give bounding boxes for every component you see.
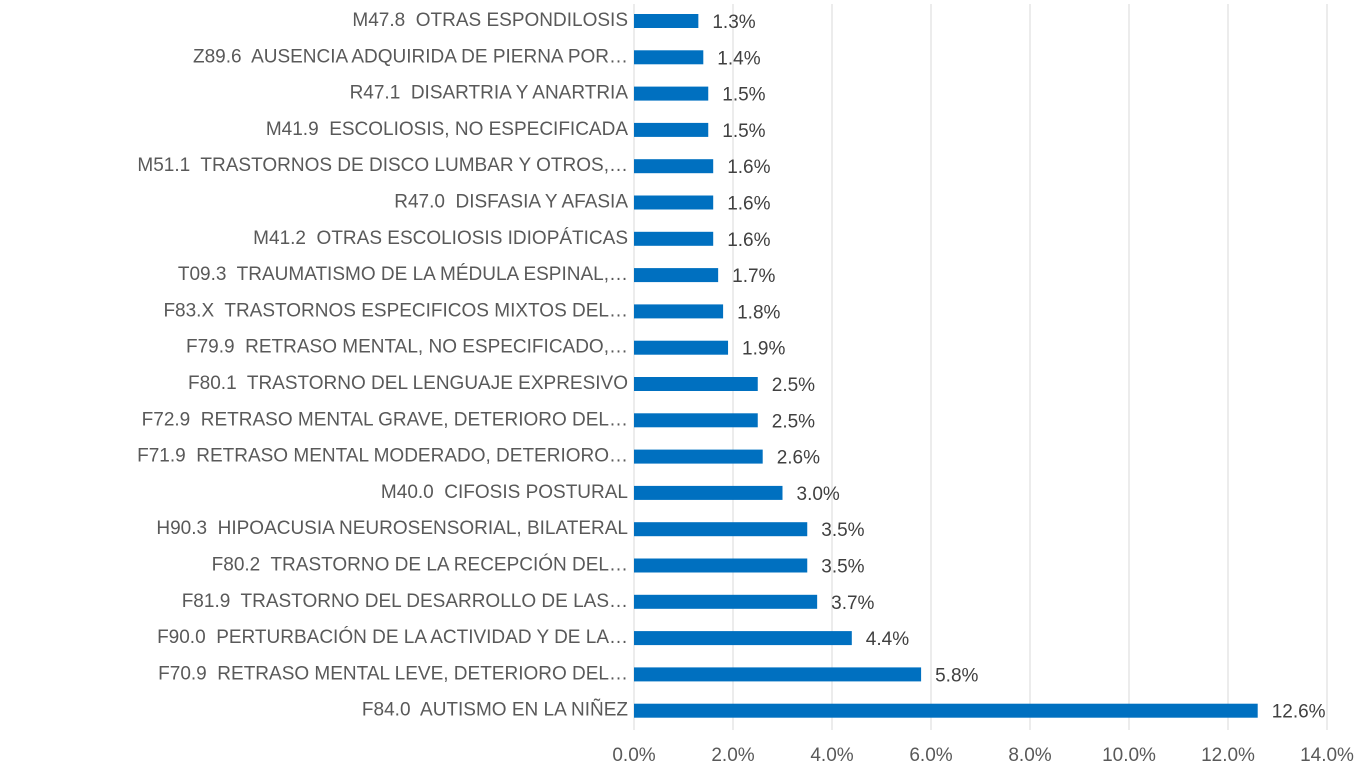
x-tick-label: 2.0% xyxy=(711,745,754,766)
x-tick-label: 10.0% xyxy=(1102,745,1156,766)
data-label: 3.5% xyxy=(821,557,864,578)
y-tick-label: F71.9 RETRASO MENTAL MODERADO, DETERIORO… xyxy=(137,446,628,467)
data-label: 1.3% xyxy=(712,12,755,33)
bar xyxy=(634,485,783,500)
data-label: 1.5% xyxy=(722,85,765,106)
x-tick-label: 6.0% xyxy=(909,745,952,766)
y-tick-label: Z89.6 AUSENCIA ADQUIRIDA DE PIERNA POR… xyxy=(193,46,628,67)
data-label: 1.4% xyxy=(717,48,760,69)
data-label: 1.6% xyxy=(727,230,770,251)
bar xyxy=(634,86,709,101)
bar xyxy=(634,14,699,28)
data-label: 3.7% xyxy=(831,593,874,614)
data-label: 1.9% xyxy=(742,339,785,360)
y-tick-label: T09.3 TRAUMATISMO DE LA MÉDULA ESPINAL,… xyxy=(178,264,628,285)
data-label: 1.6% xyxy=(727,157,770,178)
y-tick-label: M40.0 CIFOSIS POSTURAL xyxy=(381,482,628,503)
y-tick-label: M41.2 OTRAS ESCOLIOSIS IDIOPÁTICAS xyxy=(253,228,628,249)
y-tick-label: F80.1 TRASTORNO DEL LENGUAJE EXPRESIVO xyxy=(188,373,628,394)
data-label: 2.6% xyxy=(777,448,820,469)
y-tick-label: F90.0 PERTURBACIÓN DE LA ACTIVIDAD Y DE … xyxy=(157,626,628,648)
y-tick-label: M41.9 ESCOLIOSIS, NO ESPECIFICADA xyxy=(266,119,628,140)
y-tick-label: H90.3 HIPOACUSIA NEUROSENSORIAL, BILATER… xyxy=(156,518,628,539)
x-tick-label: 12.0% xyxy=(1201,745,1255,766)
y-tick-label: F81.9 TRASTORNO DEL DESARROLLO DE LAS… xyxy=(182,591,628,612)
data-label: 3.0% xyxy=(797,484,840,505)
y-tick-label: F79.9 RETRASO MENTAL, NO ESPECIFICADO,… xyxy=(186,337,628,358)
data-label: 3.5% xyxy=(821,520,864,541)
y-tick-label: M51.1 TRASTORNOS DE DISCO LUMBAR Y OTROS… xyxy=(137,155,628,176)
bar xyxy=(634,122,709,137)
y-tick-label: R47.1 DISARTRIA Y ANARTRIA xyxy=(350,83,629,104)
bar xyxy=(634,195,714,210)
y-tick-label: F80.2 TRASTORNO DE LA RECEPCIÓN DEL… xyxy=(212,554,628,576)
bar xyxy=(634,340,729,355)
y-tick-label: F70.9 RETRASO MENTAL LEVE, DETERIORO DEL… xyxy=(158,663,628,684)
bar xyxy=(634,631,852,646)
bar xyxy=(634,449,763,464)
data-label: 4.4% xyxy=(866,629,909,650)
data-label: 1.5% xyxy=(722,121,765,142)
x-tick-label: 4.0% xyxy=(810,745,853,766)
bar xyxy=(634,268,719,283)
y-tick-label: F83.X TRASTORNOS ESPECIFICOS MIXTOS DEL… xyxy=(163,300,628,321)
y-tick-label: F84.0 AUTISMO EN LA NIÑEZ xyxy=(362,699,628,721)
bar xyxy=(634,703,1258,718)
x-tick-label: 8.0% xyxy=(1008,745,1051,766)
x-tick-label: 14.0% xyxy=(1300,745,1354,766)
bar xyxy=(634,558,808,573)
bar xyxy=(634,377,758,391)
data-label: 1.6% xyxy=(727,194,770,215)
data-label: 5.8% xyxy=(935,665,978,686)
bar xyxy=(634,522,808,537)
y-tick-label: R47.0 DISFASIA Y AFASIA xyxy=(394,192,628,213)
data-label: 1.8% xyxy=(737,302,780,323)
data-label: 1.7% xyxy=(732,266,775,287)
bar xyxy=(634,413,758,428)
data-label: 2.5% xyxy=(772,411,815,432)
x-tick-label: 0.0% xyxy=(612,745,655,766)
y-tick-label: F72.9 RETRASO MENTAL GRAVE, DETERIORO DE… xyxy=(142,409,628,430)
bar xyxy=(634,231,714,246)
bar xyxy=(634,304,724,319)
bar xyxy=(634,159,714,174)
data-label: 12.6% xyxy=(1272,702,1326,723)
bar xyxy=(634,594,818,609)
data-label: 2.5% xyxy=(772,375,815,396)
y-tick-label: M47.8 OTRAS ESPONDILOSIS xyxy=(352,10,628,31)
bar xyxy=(634,50,704,65)
bar xyxy=(634,667,922,682)
